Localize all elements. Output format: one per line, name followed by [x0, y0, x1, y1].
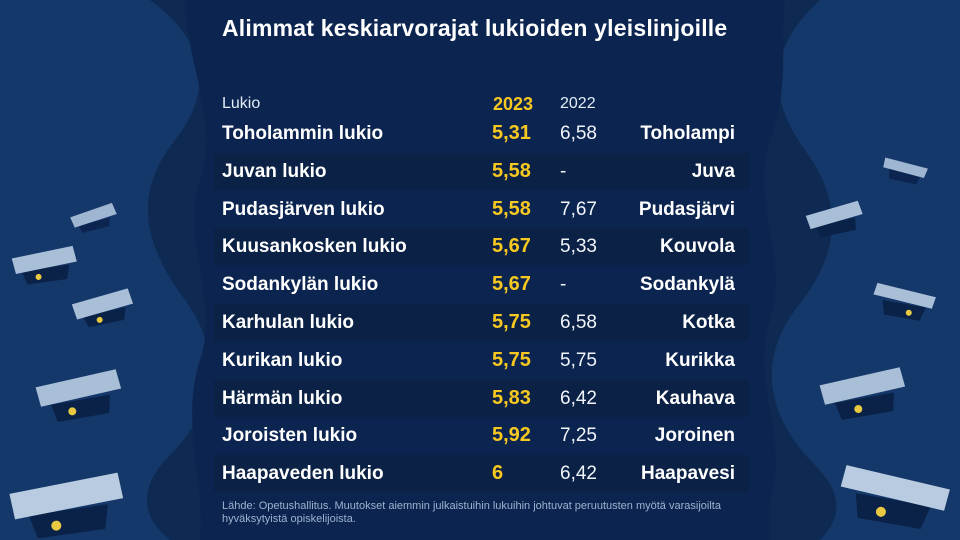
town-cell: Kouvola: [660, 236, 735, 258]
table-row: Karhulan lukio 5,75 6,58 Kotka: [214, 304, 749, 341]
value-2022-cell: 6,58: [560, 123, 597, 144]
value-2023-cell: 5,67: [492, 273, 531, 296]
right-wave-band: [771, 0, 960, 540]
school-name-cell: Toholammin lukio: [222, 123, 384, 144]
school-name-cell: Kurikan lukio: [222, 349, 343, 371]
town-cell: Haapavesi: [640, 463, 735, 485]
value-2023-cell: 5,58: [492, 197, 531, 220]
school-name-cell: Karhulan lukio: [222, 312, 354, 333]
value-2023-cell: 5,75: [492, 348, 531, 371]
source-note: Lähde: Opetushallitus. Muutokset aiemmin…: [222, 500, 721, 525]
value-2022-cell: 7,25: [560, 425, 597, 447]
table-row: Pudasjärven lukio 5,58 7,67 Pudasjärvi: [214, 191, 749, 228]
value-2023-cell: 5,83: [492, 386, 531, 409]
town-cell: Kauhava: [655, 387, 735, 409]
school-name-cell: Juvan lukio: [222, 160, 327, 182]
column-header-2023: 2023: [493, 94, 534, 114]
town-cell: Kurikka: [665, 349, 735, 371]
value-2022-cell: 6,42: [560, 463, 597, 485]
value-2023-cell: 5,67: [492, 235, 531, 258]
value-2022-cell: 5,75: [560, 349, 597, 371]
value-2022-cell: -: [560, 274, 567, 296]
school-name-cell: Pudasjärven lukio: [222, 198, 385, 220]
town-cell: Kotka: [682, 312, 735, 333]
school-name-cell: Härmän lukio: [222, 387, 343, 409]
town-cell: Sodankylä: [639, 274, 735, 296]
column-header-school: Lukio: [222, 95, 261, 112]
table-row: Kuusankosken lukio 5,67 5,33 Kouvola: [214, 228, 749, 266]
value-2022-cell: 7,67: [560, 198, 597, 220]
table-row: Toholammin lukio 5,31 6,58 Toholampi: [214, 115, 749, 152]
column-header-2022: 2022: [560, 95, 596, 112]
table-row: Juvan lukio 5,58 - Juva: [214, 152, 749, 190]
table-row: Härmän lukio 5,83 6,42 Kauhava: [214, 379, 749, 417]
value-2023-cell: 5,92: [492, 424, 531, 447]
table-row: Kurikan lukio 5,75 5,75 Kurikka: [214, 342, 749, 379]
school-name-cell: Sodankylän lukio: [222, 274, 379, 296]
graduation-cap-icon: [9, 157, 950, 539]
town-cell: Toholampi: [640, 123, 735, 144]
value-2023-cell: 5,58: [492, 159, 531, 182]
value-2022-cell: -: [560, 160, 567, 182]
town-cell: Juva: [691, 160, 735, 182]
town-cell: Pudasjärvi: [638, 198, 735, 220]
town-cell: Joroinen: [654, 425, 735, 447]
school-name-cell: Joroisten lukio: [222, 425, 358, 447]
table-row: Haapaveden lukio 6 6,42 Haapavesi: [214, 455, 749, 493]
value-2023-cell: 6: [492, 462, 504, 485]
value-2023-cell: 5,31: [492, 122, 531, 144]
chart-title: Alimmat keskiarvorajat lukioiden yleisli…: [222, 15, 728, 41]
value-2022-cell: 6,58: [560, 312, 597, 333]
table-row: Joroisten lukio 5,92 7,25 Joroinen: [214, 417, 749, 454]
table-row: Sodankylän lukio 5,67 - Sodankylä: [214, 266, 749, 303]
school-name-cell: Haapaveden lukio: [222, 463, 384, 485]
value-2022-cell: 6,42: [560, 387, 597, 409]
value-2022-cell: 5,33: [560, 236, 597, 258]
school-name-cell: Kuusankosken lukio: [222, 236, 407, 258]
value-2023-cell: 5,75: [492, 311, 531, 333]
